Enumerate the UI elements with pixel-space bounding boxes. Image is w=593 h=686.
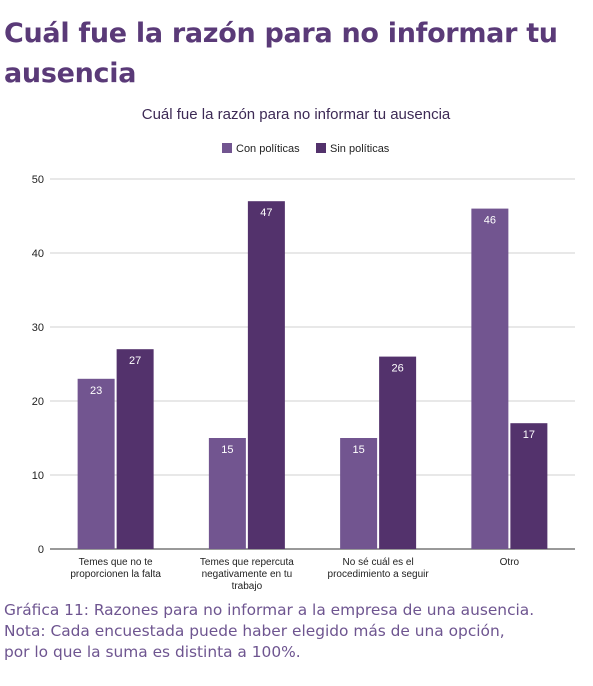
- page-heading: Cuál fue la razón para no informar tu au…: [4, 14, 584, 94]
- data-label: 27: [129, 355, 141, 367]
- bar-con: [340, 438, 378, 549]
- data-label: 47: [260, 207, 272, 219]
- caption-line-2: Nota: Cada encuestada puede haber elegid…: [4, 622, 505, 640]
- legend-label-1: Con políticas: [236, 143, 300, 155]
- data-label: 23: [90, 385, 102, 397]
- page-heading-line-2: ausencia: [4, 58, 137, 89]
- bar-sin: [247, 201, 285, 549]
- chart-title: Cuál fue la razón para no informar tu au…: [142, 106, 451, 123]
- bar-con: [208, 438, 246, 549]
- x-tick-label: trabajo: [232, 581, 263, 592]
- bar-sin: [510, 423, 548, 549]
- caption-line-1: Gráfica 11: Razones para no informar a l…: [4, 601, 535, 619]
- legend-swatch-1: [222, 143, 232, 153]
- data-label: 15: [221, 444, 233, 456]
- y-tick-label: 40: [32, 248, 44, 260]
- legend-swatch-2: [316, 143, 326, 153]
- bar-chart: Cuál fue la razón para no informar tu au…: [32, 106, 575, 592]
- figure-caption: Gráfica 11: Razones para no informar a l…: [4, 600, 589, 663]
- x-tick-label: Otro: [500, 557, 520, 568]
- data-label: 15: [353, 444, 365, 456]
- x-tick-label: procedimiento a seguir: [328, 569, 430, 580]
- page-heading-line-1: Cuál fue la razón para no informar tu: [4, 18, 558, 49]
- x-tick-label: proporcionen la falta: [70, 569, 161, 580]
- bar-con: [77, 378, 115, 549]
- data-label: 17: [523, 429, 535, 441]
- bar-sin: [379, 356, 417, 549]
- bar-con: [471, 208, 509, 549]
- bar-sin: [116, 349, 154, 549]
- data-label: 26: [392, 363, 404, 375]
- caption-line-3: por lo que la suma es distinta a 100%.: [4, 643, 301, 661]
- x-tick-label: negativamente en tu: [202, 569, 293, 580]
- y-tick-label: 10: [32, 470, 44, 482]
- legend-label-2: Sin políticas: [330, 143, 390, 155]
- y-tick-label: 20: [32, 396, 44, 408]
- data-label: 46: [484, 215, 496, 227]
- y-tick-label: 30: [32, 322, 44, 334]
- x-tick-label: Temes que repercuta: [200, 557, 294, 568]
- y-tick-label: 50: [32, 174, 44, 186]
- y-tick-label: 0: [38, 544, 44, 556]
- x-tick-label: No sé cuál es el: [343, 557, 414, 568]
- x-tick-label: Temes que no te: [79, 557, 153, 568]
